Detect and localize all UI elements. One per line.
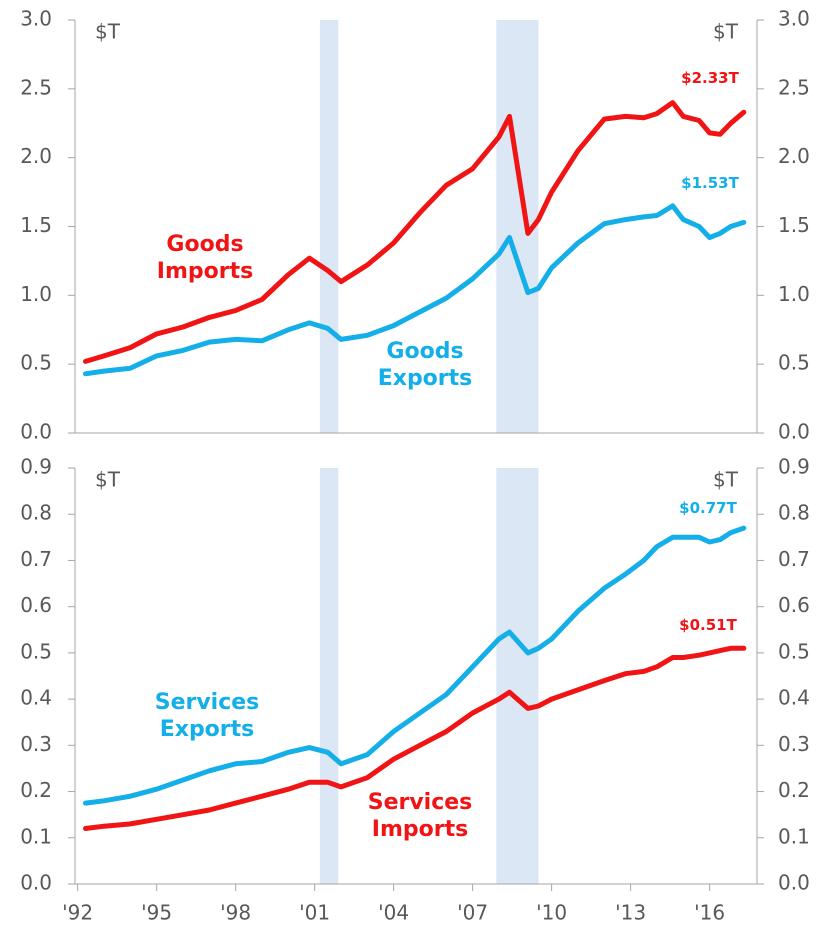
y2-tick-label: 0.7: [778, 547, 810, 571]
y-tick-label: 0.5: [20, 639, 52, 663]
y-axis-unit: $T: [95, 20, 121, 44]
y-tick-label: 3.0: [20, 7, 52, 31]
y2-tick-label: 0.5: [778, 639, 810, 663]
y2-tick-label: 0.0: [778, 420, 810, 444]
x-tick-label: '13: [615, 901, 646, 925]
series-line: [83, 100, 747, 364]
y-tick-label: 2.5: [20, 75, 52, 99]
y2-tick-label: 0.5: [778, 351, 810, 375]
x-tick-label: '01: [299, 901, 330, 925]
y-tick-label: 0.2: [20, 778, 52, 802]
y2-tick-label: 0.8: [778, 501, 810, 525]
recession-band: [496, 468, 539, 884]
end-value-label: $0.77T: [679, 499, 737, 517]
recession-band: [319, 20, 339, 433]
y-tick-label: 0.7: [20, 547, 52, 571]
y2-tick-label: 2.0: [778, 144, 810, 168]
recession-band: [319, 468, 339, 884]
y-tick-label: 0.9: [20, 455, 52, 479]
series-label: Goods Exports: [377, 339, 473, 391]
y-tick-label: 0.0: [20, 420, 52, 444]
y2-axis-unit: $T: [713, 20, 739, 44]
y-tick-label: 1.0: [20, 282, 52, 306]
y-tick-label: 0.0: [20, 871, 52, 895]
y-tick-label: 0.3: [20, 732, 52, 756]
y2-tick-label: 2.5: [778, 75, 810, 99]
series-line: [83, 525, 747, 806]
x-tick-label: '98: [220, 901, 251, 925]
y2-tick-label: 1.5: [778, 213, 810, 237]
y2-tick-label: 3.0: [778, 7, 810, 31]
end-value-label: $2.33T: [681, 69, 739, 87]
x-tick-label: '10: [536, 901, 567, 925]
y2-tick-label: 0.0: [778, 871, 810, 895]
y-tick-label: 0.6: [20, 593, 52, 617]
series-label: Services Exports: [154, 690, 260, 742]
x-tick-label: '16: [694, 901, 725, 925]
series-label: Services Imports: [367, 790, 473, 842]
y2-tick-label: 0.6: [778, 593, 810, 617]
x-tick-label: '92: [62, 901, 93, 925]
end-value-label: $1.53T: [681, 174, 739, 192]
y-tick-label: 0.4: [20, 686, 52, 710]
y-tick-label: 0.1: [20, 824, 52, 848]
x-tick-label: '95: [141, 901, 172, 925]
x-tick-label: '04: [378, 901, 409, 925]
y2-tick-label: 0.3: [778, 732, 810, 756]
y-tick-label: 1.5: [20, 213, 52, 237]
y2-tick-label: 0.9: [778, 455, 810, 479]
y2-tick-label: 0.1: [778, 824, 810, 848]
series-label: Goods Imports: [156, 232, 254, 284]
y2-tick-label: 0.2: [778, 778, 810, 802]
y2-axis-unit: $T: [713, 468, 739, 492]
end-value-label: $0.51T: [679, 616, 737, 634]
y-tick-label: 2.0: [20, 144, 52, 168]
series-line: [83, 203, 747, 377]
x-tick-label: '07: [457, 901, 488, 925]
y-tick-label: 0.8: [20, 501, 52, 525]
y2-tick-label: 1.0: [778, 282, 810, 306]
y-axis-unit: $T: [95, 468, 121, 492]
series-line: [83, 645, 747, 831]
y-tick-label: 0.5: [20, 351, 52, 375]
y2-tick-label: 0.4: [778, 686, 810, 710]
